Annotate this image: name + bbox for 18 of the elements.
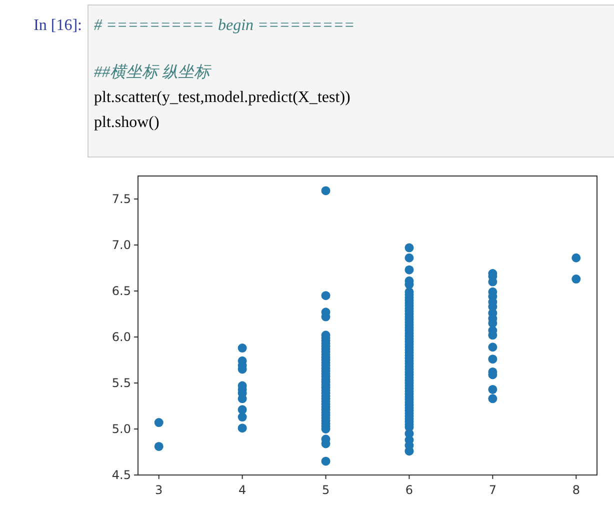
text: # ========== begin ========= xyxy=(94,17,355,34)
x-tick-label: 4 xyxy=(238,483,246,497)
text: ##横坐标 纵坐标 xyxy=(94,63,212,81)
x-tick-label: 3 xyxy=(155,483,163,497)
y-tick-label: 7.5 xyxy=(112,192,131,206)
y-tick-label: 5.0 xyxy=(112,422,131,436)
y-tick-label: 6.5 xyxy=(112,284,131,298)
y-tick-label: 6.0 xyxy=(112,330,131,344)
x-tick-label: 6 xyxy=(405,483,414,497)
y-tick-label: 7.0 xyxy=(112,238,131,252)
text: plt.show() xyxy=(94,114,160,131)
text: In [16]: xyxy=(34,17,82,34)
x-tick-label: 8 xyxy=(572,483,580,497)
x-tick-label: 5 xyxy=(322,483,330,497)
y-tick-label: 5.5 xyxy=(112,376,131,390)
text: plt.scatter(y_test,model.predict(X_test)) xyxy=(94,89,350,106)
y-tick-label: 4.5 xyxy=(112,468,131,482)
x-tick-label: 7 xyxy=(488,483,496,497)
